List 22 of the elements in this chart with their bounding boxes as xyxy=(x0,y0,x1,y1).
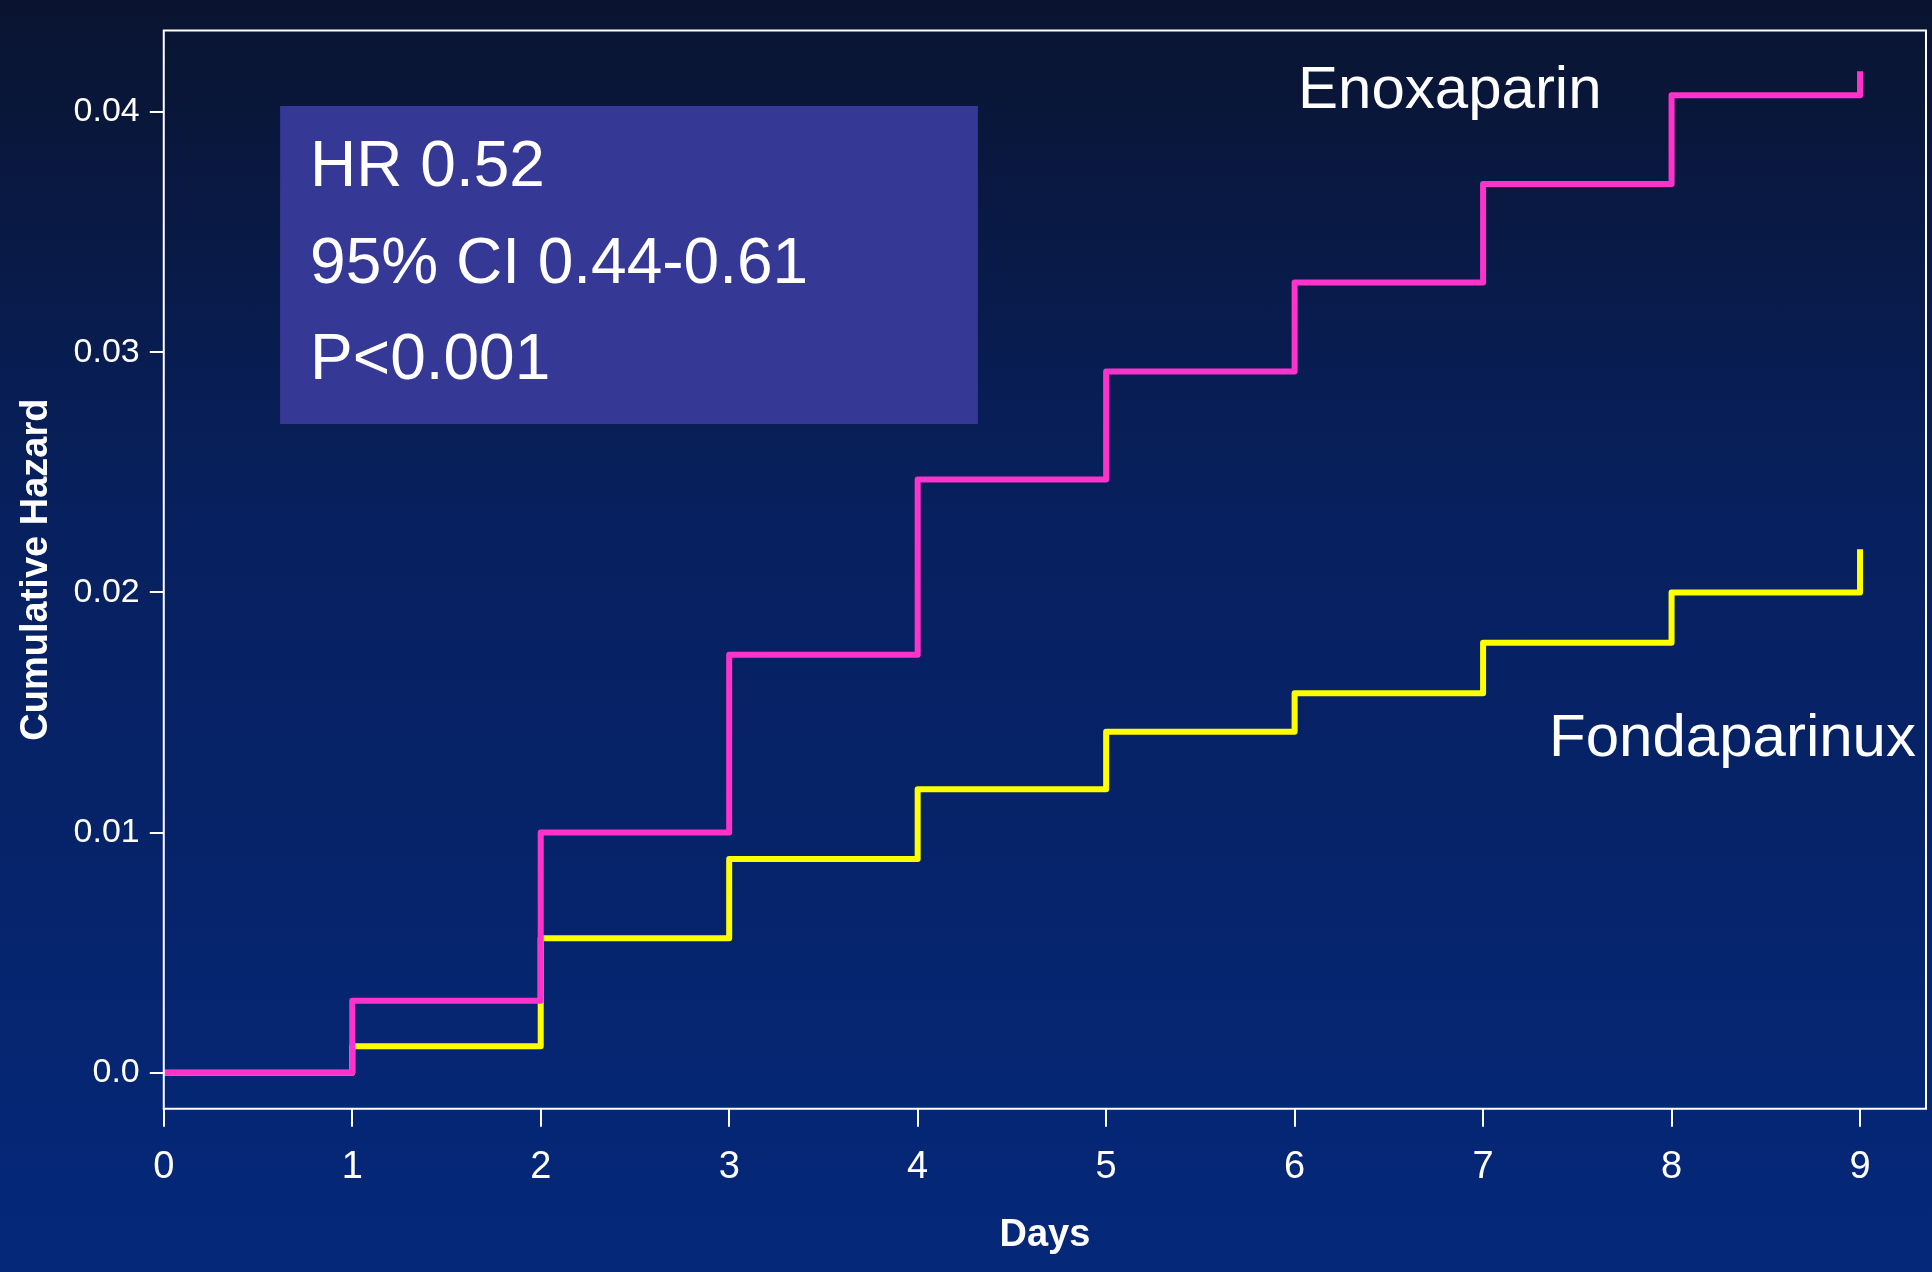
x-tick-label: 8 xyxy=(1660,1144,1683,1187)
x-tick-label: 1 xyxy=(341,1144,363,1187)
series-label: Fondaparinux xyxy=(1549,701,1916,769)
y-tick-label: 0.04 xyxy=(73,90,140,129)
y-axis-title: Cumulative Hazard xyxy=(13,398,56,741)
x-tick-label: 4 xyxy=(907,1144,929,1187)
x-tick-label: 3 xyxy=(718,1144,740,1187)
y-tick-label: 0.0 xyxy=(92,1051,140,1090)
y-tick-label: 0.01 xyxy=(73,810,140,849)
annotation: P<0.001 xyxy=(310,321,551,393)
y-tick-label: 0.03 xyxy=(73,330,140,369)
annotation: 95% CI 0.44-0.61 xyxy=(310,224,809,297)
x-tick-label: 7 xyxy=(1472,1144,1494,1187)
x-tick-label: 5 xyxy=(1095,1144,1117,1187)
series-label: Enoxaparin xyxy=(1298,53,1602,121)
x-tick-label: 9 xyxy=(1849,1144,1871,1187)
annotation: HR 0.52 xyxy=(310,128,545,201)
x-axis-title: Days xyxy=(999,1211,1091,1254)
x-tick-label: 2 xyxy=(530,1144,552,1187)
x-tick-label: 6 xyxy=(1284,1144,1306,1187)
y-tick-label: 0.02 xyxy=(73,570,140,609)
x-tick-label: 0 xyxy=(153,1144,175,1187)
